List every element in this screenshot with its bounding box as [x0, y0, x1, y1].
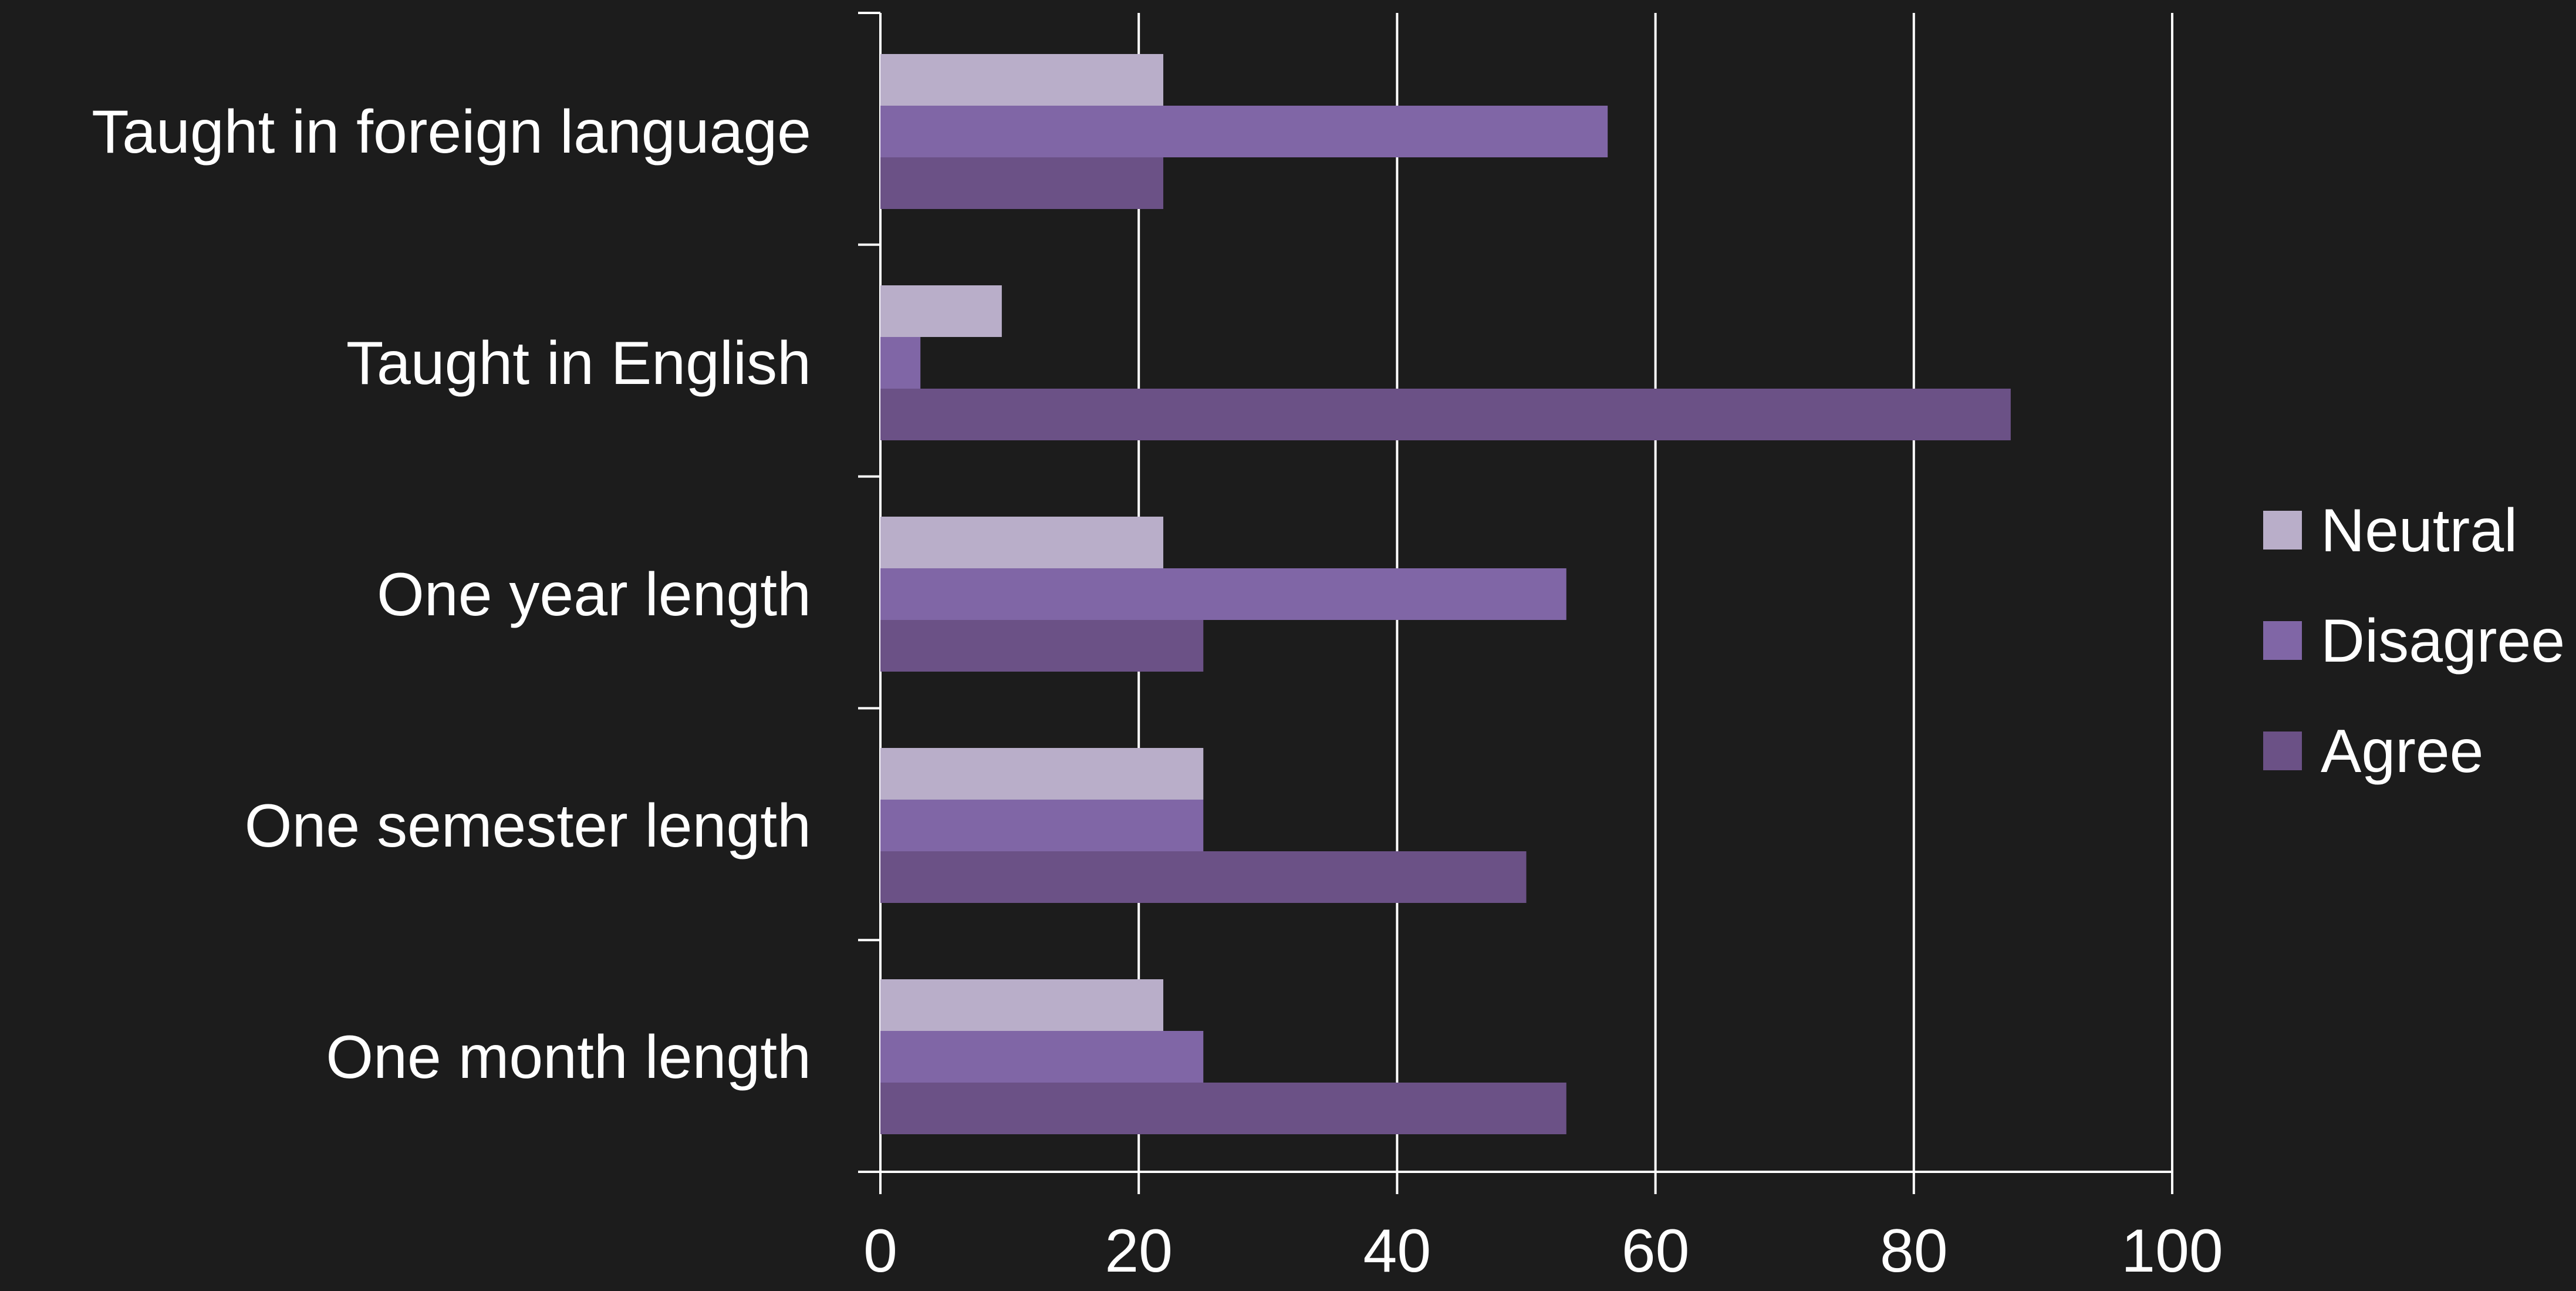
bar-agree	[880, 620, 1204, 672]
x-tick-label: 100	[2121, 1217, 2223, 1285]
bar-disagree	[880, 800, 1204, 851]
bars	[880, 54, 2011, 1134]
bar-neutral	[880, 517, 1164, 568]
bar-neutral	[880, 54, 1164, 106]
bar-neutral	[880, 748, 1204, 800]
grid-lines	[1137, 13, 2173, 1172]
bar-agree	[880, 389, 2011, 440]
legend-swatch-disagree	[2263, 621, 2302, 660]
bar-disagree	[880, 337, 921, 389]
legend-swatch-neutral	[2263, 511, 2302, 550]
bar-disagree	[880, 106, 1608, 157]
x-tick-label: 60	[1622, 1217, 1690, 1285]
bar-disagree	[880, 568, 1566, 620]
legend-swatch-agree	[2263, 732, 2302, 770]
bar-neutral	[880, 285, 1002, 337]
x-tick-label: 40	[1363, 1217, 1432, 1285]
category-label: One month length	[326, 1023, 811, 1091]
legend-label-disagree: Disagree	[2321, 607, 2565, 675]
category-label: One year length	[377, 561, 811, 629]
category-label: Taught in English	[346, 329, 811, 397]
x-tick-labels: 0 20 40 60 80 100	[863, 1217, 2223, 1285]
bar-disagree	[880, 1031, 1204, 1083]
bar-neutral	[880, 979, 1164, 1031]
legend-label-neutral: Neutral	[2321, 497, 2517, 565]
bar-agree	[880, 851, 1527, 903]
category-label: Taught in foreign language	[92, 98, 811, 166]
x-tick-label: 80	[1880, 1217, 1948, 1285]
x-tick-label: 0	[863, 1217, 897, 1285]
legend-label-agree: Agree	[2321, 717, 2484, 786]
category-labels: Taught in foreign language Taught in Engl…	[92, 98, 811, 1091]
bar-agree	[880, 1083, 1566, 1134]
x-tick-label: 20	[1105, 1217, 1173, 1285]
category-label: One semester length	[245, 792, 811, 860]
legend: Neutral Disagree Agree	[2263, 497, 2565, 786]
bar-agree	[880, 157, 1164, 209]
